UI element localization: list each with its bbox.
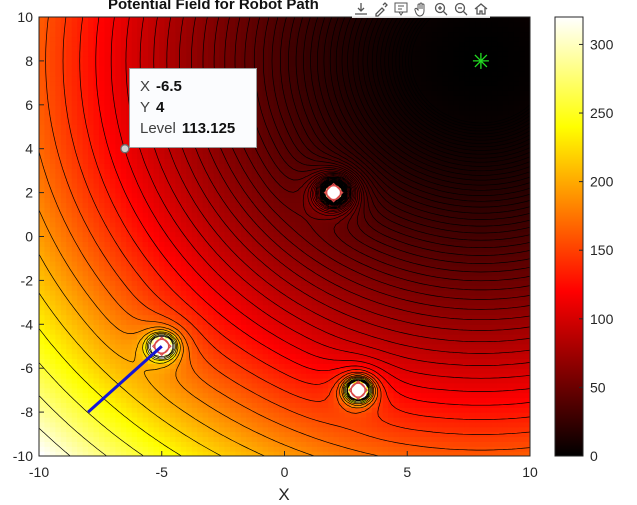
datatip-icon[interactable] — [392, 0, 410, 18]
x-tick-label: 10 — [522, 464, 538, 480]
x-tick-label: 0 — [281, 464, 289, 480]
colorbar-axis: 300 250 200 150 100 50 0 — [579, 36, 614, 464]
y-tick-label: 4 — [25, 141, 33, 157]
obstacle-marker — [348, 380, 368, 400]
plot-area[interactable] — [39, 17, 531, 457]
colorbar-tick-label: 100 — [590, 311, 614, 327]
colorbar-tick-label: 300 — [590, 36, 614, 52]
y-tick-label: 6 — [25, 97, 33, 113]
y-tick-label: 2 — [25, 185, 33, 201]
pan-icon[interactable] — [412, 0, 430, 18]
axes-toolbar — [352, 0, 490, 18]
colorbar-tick-label: 50 — [590, 379, 606, 395]
y-tick-label: -4 — [21, 316, 34, 332]
y-tick-label: -6 — [21, 360, 34, 376]
datatip-y-key: Y — [140, 99, 151, 116]
datatip-x-value: -6.5 — [156, 78, 182, 95]
y-tick-label: -2 — [21, 272, 34, 288]
y-tick-label: 10 — [17, 9, 33, 25]
home-icon[interactable] — [472, 0, 490, 18]
colorbar-tick-label: 0 — [590, 448, 598, 464]
robot-path — [87, 345, 163, 414]
plot-markers — [87, 52, 489, 414]
obstacle-marker — [323, 182, 344, 203]
zoom-out-icon[interactable] — [452, 0, 470, 18]
zoom-in-icon[interactable] — [432, 0, 450, 18]
x-axis: -10 -5 0 5 10 — [29, 451, 538, 480]
datatip-y-value: 4 — [156, 99, 165, 116]
colorbar — [554, 16, 584, 457]
x-axis-label: X — [278, 485, 289, 504]
x-tick-label: -5 — [156, 464, 169, 480]
y-tick-label: -8 — [21, 404, 34, 420]
goal-marker — [472, 52, 489, 69]
colorbar-tick-label: 150 — [590, 242, 614, 258]
brush-icon[interactable] — [372, 0, 390, 18]
chart-title: Potential Field for Robot Path — [108, 0, 319, 13]
y-tick-label: -10 — [13, 448, 33, 464]
datatip-x-key: X — [140, 78, 151, 95]
y-axis: 10 8 6 4 2 0 -2 -4 -6 -8 -10 — [13, 9, 44, 464]
colorbar-tick-label: 200 — [590, 174, 614, 190]
export-icon[interactable] — [352, 0, 370, 18]
colorbar-tick-label: 250 — [590, 105, 614, 121]
y-tick-label: 8 — [25, 53, 33, 69]
x-tick-label: 5 — [403, 464, 411, 480]
x-tick-label: -10 — [29, 464, 49, 480]
datatip-level-key: Level — [140, 120, 176, 137]
y-tick-label: 0 — [25, 229, 33, 245]
datatip-level-value: 113.125 — [181, 120, 236, 137]
datatip-point[interactable] — [120, 144, 130, 154]
